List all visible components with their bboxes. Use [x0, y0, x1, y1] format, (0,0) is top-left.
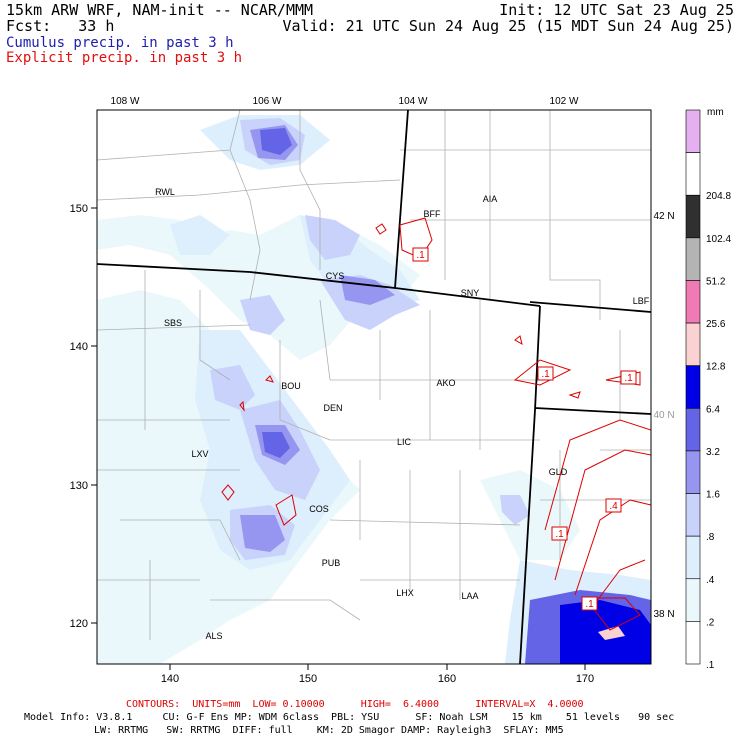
colorbar-swatch: [685, 578, 701, 622]
colorbar-swatch: [685, 109, 701, 153]
left-tick-label: 120: [70, 618, 88, 630]
state-borders: [97, 110, 651, 664]
latitude-labels: 42 N 40 N 38 N: [653, 211, 674, 620]
colorbar-label: 25.6: [706, 319, 726, 330]
contour-labels: .1 .1 .1 .1 .4 .1: [412, 247, 637, 611]
station-label: CYS: [326, 271, 345, 281]
valid-time: Valid: 21 UTC Sun 24 Aug 25 (15 MDT Sun …: [282, 17, 734, 35]
longitude-label: 108 W: [111, 96, 140, 107]
station-label: GLD: [549, 467, 568, 477]
longitude-labels: 108 W 106 W 104 W 102 W: [111, 96, 579, 107]
precip-colorbar: mm 204.8 102.4 51.2 25.6 12.8 6.4 3.2 1.6 .8 .4 .2…: [685, 107, 731, 671]
contour-label-text: .1: [416, 250, 425, 261]
bottom-tick-marks: [169, 664, 586, 670]
contour-label-text: .1: [541, 369, 550, 380]
colorbar-label: .2: [706, 617, 715, 628]
contour-label: .4: [605, 498, 622, 513]
cumulus-legend-label: Cumulus precip. in past 3 h: [6, 35, 234, 51]
colorbar-swatch: [685, 493, 701, 537]
colorbar-label: .1: [706, 660, 715, 671]
contour-label: .1: [620, 370, 637, 385]
station-labels: RWL BFF AIA CYS SNY LBF SBS BOU DEN AKO …: [155, 187, 650, 641]
colorbar-swatch: [685, 152, 701, 196]
colorbar-swatch: [685, 450, 701, 494]
colorbar-label: 51.2: [706, 276, 726, 287]
explicit-legend-label: Explicit precip. in past 3 h: [6, 50, 243, 66]
colorbar-swatch: [685, 408, 701, 452]
station-label: AKO: [436, 378, 455, 388]
bottom-tick-label: 170: [576, 673, 594, 685]
colorbar-unit: mm: [707, 107, 724, 118]
colorbar-swatch: [685, 621, 701, 665]
station-label: LBF: [633, 296, 650, 306]
station-label: SBS: [164, 318, 182, 328]
bottom-tick-label: 160: [438, 673, 456, 685]
left-tick-label: 140: [70, 341, 88, 353]
bottom-tick-label: 150: [299, 673, 317, 685]
left-tick-label: 150: [70, 203, 88, 215]
station-label: LHX: [396, 588, 414, 598]
latitude-label: 42 N: [653, 211, 674, 222]
model-info-line-2: LW: RRTMG SW: RRTMG DIFF: full KM: 2D Sm…: [94, 725, 564, 736]
station-label: BFF: [424, 209, 442, 219]
colorbar-label: .4: [706, 575, 715, 586]
left-tick-labels: 120 130 140 150: [70, 203, 88, 630]
model-title: 15km ARW WRF, NAM-init -- NCAR/MMM: [6, 1, 314, 19]
station-label: LAA: [461, 591, 478, 601]
contour-label: .1: [537, 366, 554, 381]
contour-label-text: .1: [585, 599, 594, 610]
station-label: SNY: [461, 288, 480, 298]
bottom-tick-labels: 140 150 160 170: [161, 673, 594, 685]
latitude-label: 38 N: [653, 609, 674, 620]
contour-label: .1: [551, 526, 568, 541]
contour-label-text: .1: [555, 529, 564, 540]
colorbar-swatch: [685, 535, 701, 580]
station-label: DEN: [323, 403, 342, 413]
contours-info: CONTOURS: UNITS=mm LOW= 0.10000 HIGH= 6.…: [126, 699, 584, 710]
left-tick-marks: [91, 207, 97, 624]
init-time: Init: 12 UTC Sat 23 Aug 25: [499, 1, 734, 19]
station-label: LXV: [191, 449, 208, 459]
forecast-hour: Fcst: 33 h: [6, 17, 115, 35]
colorbar-label: .8: [706, 532, 715, 543]
longitude-label: 102 W: [550, 96, 579, 107]
colorbar-label: 3.2: [706, 447, 720, 458]
colorbar-label: 6.4: [706, 404, 720, 415]
station-label: PUB: [322, 558, 341, 568]
model-info-line-1: Model Info: V3.8.1 CU: G-F Ens MP: WDM 6…: [24, 712, 675, 723]
contour-label: .1: [581, 596, 598, 611]
map-frame: [96, 109, 652, 665]
station-label: LIC: [397, 437, 412, 447]
latitude-label: 40 N: [653, 410, 674, 421]
station-label: COS: [309, 504, 329, 514]
colorbar-label: 12.8: [706, 362, 726, 373]
colorbar-swatch: [685, 365, 701, 409]
cumulus-precip-shading: [97, 115, 651, 664]
contour-label-text: .4: [609, 501, 618, 512]
longitude-label: 104 W: [399, 96, 428, 107]
colorbar-label: 102.4: [706, 234, 731, 245]
colorbar-swatch: [685, 280, 701, 324]
bottom-tick-label: 140: [161, 673, 179, 685]
station-label: RWL: [155, 187, 175, 197]
contour-label-text: .1: [624, 373, 633, 384]
longitude-label: 106 W: [253, 96, 282, 107]
station-label: BOU: [281, 381, 301, 391]
colorbar-swatch: [685, 194, 701, 239]
colorbar-swatch: [685, 322, 701, 366]
county-lines: [97, 110, 651, 640]
colorbar-label: 204.8: [706, 191, 731, 202]
station-label: AIA: [483, 194, 498, 204]
contour-label: .1: [412, 247, 429, 262]
station-label: ALS: [205, 631, 222, 641]
left-tick-label: 130: [70, 480, 88, 492]
colorbar-label: 1.6: [706, 490, 720, 501]
colorbar-swatch: [685, 237, 701, 281]
